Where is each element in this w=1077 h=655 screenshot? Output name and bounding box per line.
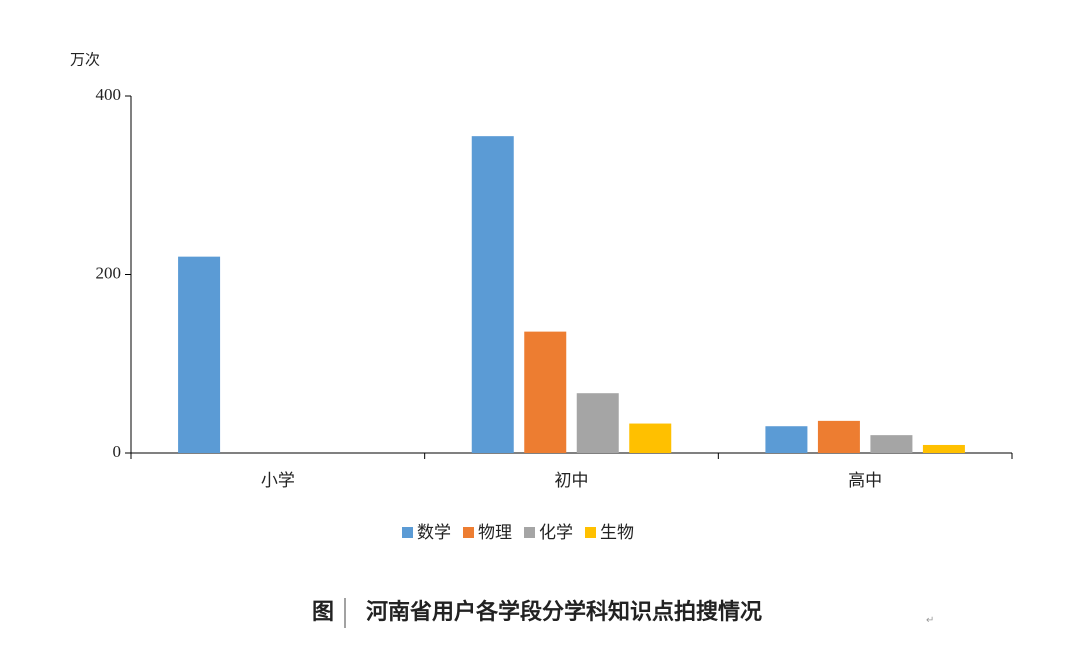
x-tick-label: 初中 [555, 471, 589, 491]
legend-swatch [585, 527, 596, 538]
bar [524, 331, 567, 453]
bar [817, 420, 860, 453]
legend-label: 化学 [539, 523, 573, 543]
legend-label: 数学 [417, 523, 451, 543]
x-tick-label: 小学 [261, 471, 295, 491]
bar [178, 256, 221, 453]
y-tick-label: 0 [113, 442, 122, 461]
bar [629, 423, 672, 453]
x-tick-label: 高中 [848, 471, 882, 491]
y-tick-label: 200 [96, 263, 122, 282]
caption: 河南省用户各学段分学科知识点拍搜情况 [366, 599, 762, 625]
legend-swatch [524, 527, 535, 538]
legend-swatch [463, 527, 474, 538]
bar [576, 393, 619, 453]
bar [765, 426, 808, 453]
bar [922, 444, 965, 453]
bar [870, 435, 913, 453]
legend-label: 生物 [600, 523, 634, 543]
y-tick-label: 400 [96, 85, 122, 104]
y-unit: 万次 [70, 51, 100, 69]
return-mark: ↵ [926, 615, 934, 626]
legend-swatch [402, 527, 413, 538]
caption-label: 图 [312, 599, 334, 625]
legend-label: 物理 [478, 523, 512, 543]
bar [471, 136, 514, 453]
